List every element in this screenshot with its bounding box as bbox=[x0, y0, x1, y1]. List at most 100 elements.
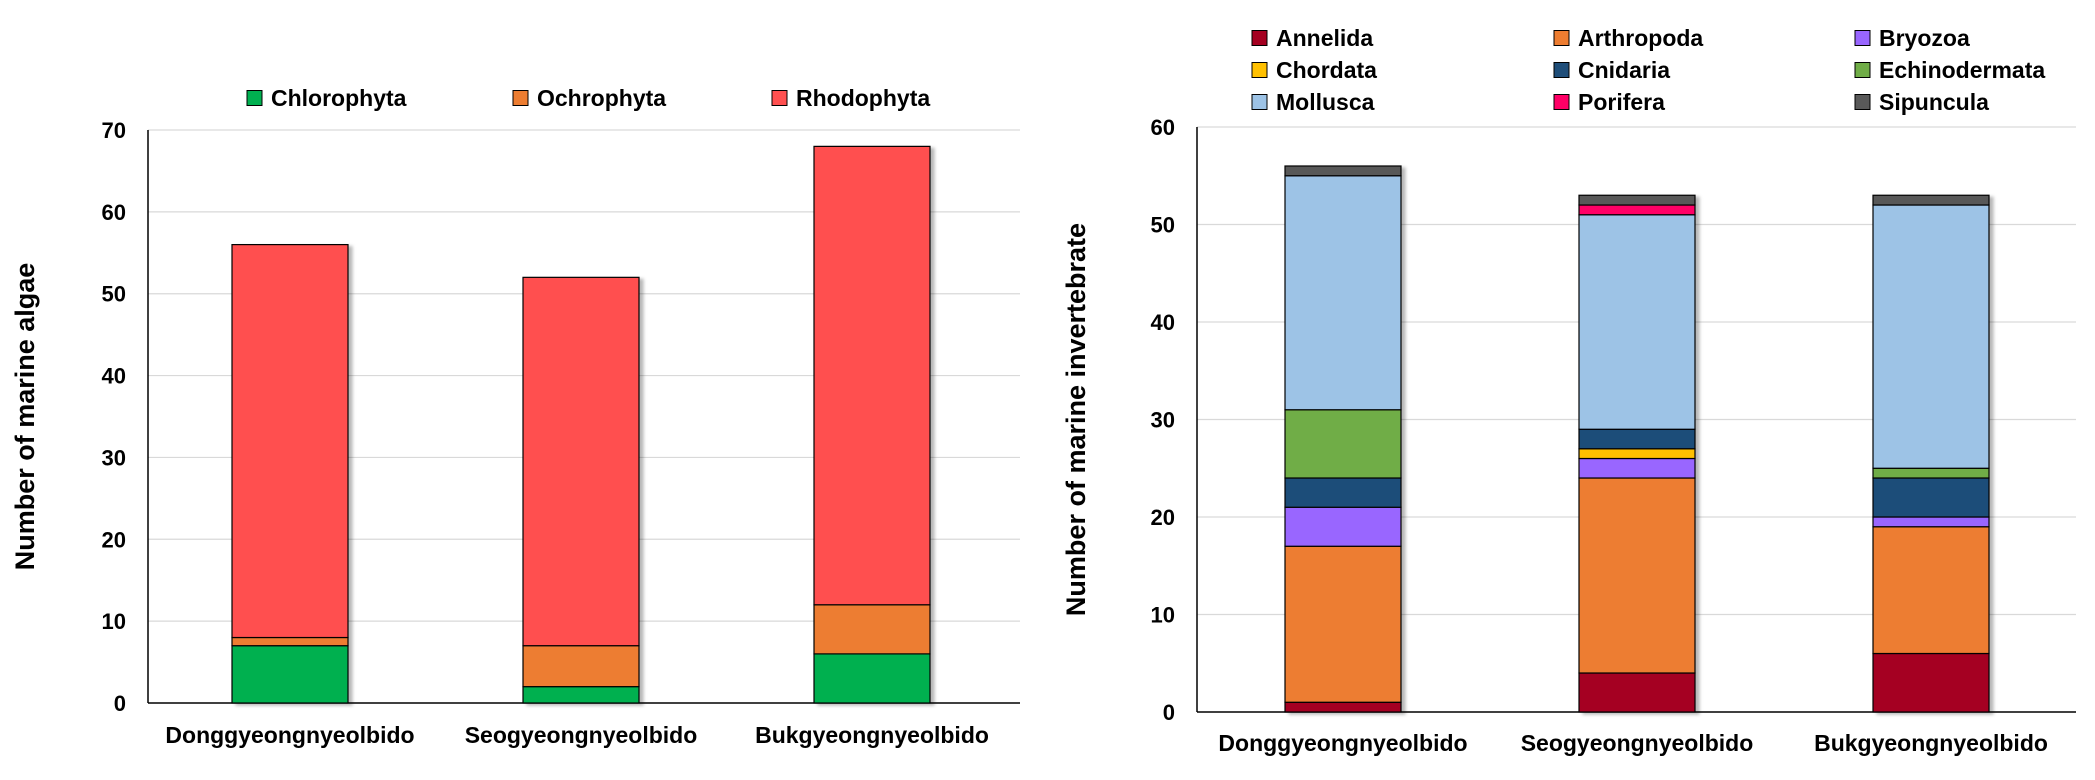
bar-stack bbox=[1284, 165, 1402, 713]
legend-label: Cnidaria bbox=[1578, 57, 1670, 83]
bar-segment-mollusca bbox=[1284, 175, 1402, 411]
bar-stack bbox=[522, 276, 640, 704]
legend-swatch bbox=[512, 90, 529, 106]
x-category-label: Seogyeongnyeolbido bbox=[465, 722, 698, 748]
bar-segment-ochrophyta bbox=[813, 604, 931, 655]
bar-stack bbox=[813, 145, 931, 704]
bar-segment-rhodophyta bbox=[231, 244, 349, 639]
legend-item: Echinodermata bbox=[1854, 57, 2045, 83]
legend-swatch bbox=[1553, 94, 1570, 110]
legend-swatch bbox=[1251, 62, 1268, 78]
legend-label: Mollusca bbox=[1276, 89, 1375, 115]
legend-label: Echinodermata bbox=[1879, 57, 2045, 83]
bar-segment-arthropoda bbox=[1872, 526, 1990, 655]
bar-segment-arthropoda bbox=[1578, 477, 1696, 674]
y-tick-label: 30 bbox=[1151, 408, 1175, 433]
x-category-label: Donggyeongnyeolbido bbox=[165, 722, 414, 748]
x-category-label: Bukgyeongnyeolbido bbox=[755, 722, 989, 748]
legend-swatch bbox=[1553, 62, 1570, 78]
bar-segment-sipuncula bbox=[1872, 194, 1990, 206]
y-tick-label: 60 bbox=[1151, 115, 1175, 140]
legend-item: Annelida bbox=[1251, 25, 1373, 51]
chart-2: 0 10 20 30 40 50 60 Number of marine invertebra… bbox=[1061, 25, 2076, 756]
bar-segment-arthropoda bbox=[1284, 545, 1402, 703]
legend-label: Chordata bbox=[1276, 57, 1377, 83]
x-category-label: Seogyeongnyeolbido bbox=[1521, 730, 1754, 756]
legend-label: Annelida bbox=[1276, 25, 1373, 51]
y-tick-label: 0 bbox=[1163, 700, 1175, 725]
legend-swatch bbox=[1854, 94, 1871, 110]
bar-segment-echinodermata bbox=[1284, 409, 1402, 479]
bar-stack bbox=[231, 244, 349, 704]
bar-segment-cnidaria bbox=[1284, 477, 1402, 508]
y-axis-label: Number of marine invertebrate bbox=[1061, 223, 1091, 616]
legend-swatch bbox=[246, 90, 263, 106]
legend: Chlorophyta Ochrophyta Rhodophyta bbox=[246, 85, 930, 111]
legend-label: Bryozoa bbox=[1879, 25, 1970, 51]
bar-segment-bryozoa bbox=[1284, 506, 1402, 547]
bar-segment-annelida bbox=[1578, 672, 1696, 713]
bar-segment-chlorophyta bbox=[231, 645, 349, 704]
y-tick-label: 70 bbox=[102, 118, 126, 143]
bar-segment-bryozoa bbox=[1872, 516, 1990, 528]
bar-segment-cnidaria bbox=[1872, 477, 1990, 518]
legend-swatch bbox=[1251, 30, 1268, 46]
y-tick-label: 60 bbox=[102, 200, 126, 225]
bar-stack bbox=[1578, 194, 1696, 713]
bar-segment-mollusca bbox=[1578, 214, 1696, 430]
y-tick-label: 50 bbox=[102, 282, 126, 307]
legend-swatch bbox=[1854, 62, 1871, 78]
legend-swatch bbox=[1854, 30, 1871, 46]
y-tick-label: 50 bbox=[1151, 213, 1175, 238]
y-tick-label: 10 bbox=[1151, 603, 1175, 628]
y-tick-label: 40 bbox=[102, 364, 126, 389]
bar-segment-cnidaria bbox=[1578, 428, 1696, 450]
legend-label: Porifera bbox=[1578, 89, 1665, 115]
bar-segment-ochrophyta bbox=[231, 636, 349, 647]
bar-segment-rhodophyta bbox=[522, 276, 640, 647]
legend-item: Chlorophyta bbox=[246, 85, 407, 111]
bar-segment-rhodophyta bbox=[813, 145, 931, 606]
bar-segment-chlorophyta bbox=[522, 686, 640, 704]
bar-segment-sipuncula bbox=[1284, 165, 1402, 177]
legend-item: Porifera bbox=[1553, 89, 1665, 115]
legend-swatch bbox=[1251, 94, 1268, 110]
bar-segment-porifera bbox=[1578, 204, 1696, 216]
bar-segment-chlorophyta bbox=[813, 653, 931, 704]
bar-segment-annelida bbox=[1872, 652, 1990, 713]
x-category-label: Donggyeongnyeolbido bbox=[1218, 730, 1467, 756]
y-tick-label: 20 bbox=[1151, 505, 1175, 530]
legend-item: Mollusca bbox=[1251, 89, 1375, 115]
bar-stack bbox=[1872, 194, 1990, 713]
legend-item: Bryozoa bbox=[1854, 25, 1970, 51]
legend-label: Arthropoda bbox=[1578, 25, 1703, 51]
y-tick-label: 0 bbox=[114, 691, 126, 716]
bar-segment-annelida bbox=[1284, 701, 1402, 713]
legend-swatch bbox=[1553, 30, 1570, 46]
legend-label: Chlorophyta bbox=[271, 85, 407, 111]
legend-item: Ochrophyta bbox=[512, 85, 666, 111]
legend-item: Rhodophyta bbox=[771, 85, 930, 111]
legend-item: Cnidaria bbox=[1553, 57, 1670, 83]
legend-label: Sipuncula bbox=[1879, 89, 1989, 115]
y-tick-label: 40 bbox=[1151, 310, 1175, 335]
y-axis-label: Number of marine algae bbox=[10, 263, 40, 571]
bar-segment-mollusca bbox=[1872, 204, 1990, 469]
legend-item: Arthropoda bbox=[1553, 25, 1703, 51]
legend-label: Ochrophyta bbox=[537, 85, 666, 111]
y-tick-label: 10 bbox=[102, 609, 126, 634]
bar-segment-echinodermata bbox=[1872, 467, 1990, 479]
bar-segment-ochrophyta bbox=[522, 645, 640, 688]
legend-swatch bbox=[771, 90, 788, 106]
bar-segment-chordata bbox=[1578, 448, 1696, 460]
legend-label: Rhodophyta bbox=[796, 85, 930, 111]
legend-item: Sipuncula bbox=[1854, 89, 1989, 115]
chart-1: 0 10 20 30 40 50 60 70 Number of marine algae Don… bbox=[10, 85, 1020, 748]
y-tick-label: 30 bbox=[102, 445, 126, 470]
x-category-label: Bukgyeongnyeolbido bbox=[1814, 730, 2048, 756]
legend-item: Chordata bbox=[1251, 57, 1377, 83]
legend: Annelida Arthropoda Bryozoa Chordata Cnidari… bbox=[1251, 25, 2045, 115]
y-tick-label: 20 bbox=[102, 527, 126, 552]
bar-segment-bryozoa bbox=[1578, 457, 1696, 479]
